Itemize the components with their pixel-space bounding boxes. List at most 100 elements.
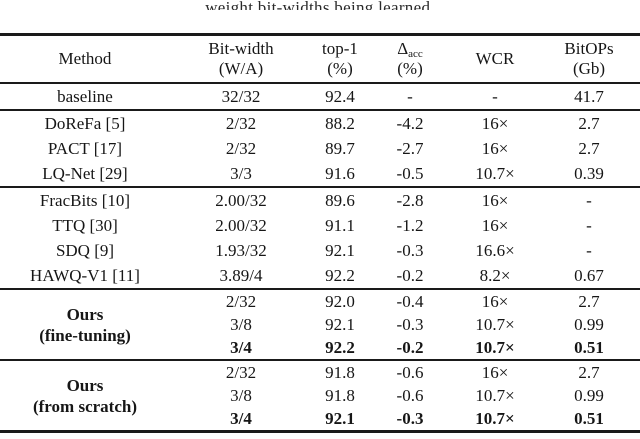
cell-wcr: 16× xyxy=(481,190,509,210)
cell-wcr: 10.7× xyxy=(475,385,515,405)
cell-method-group-finetuning: Ours (fine-tuning) xyxy=(0,289,170,360)
caption-fragment: weight bit-widths being learned. xyxy=(0,0,640,10)
cell-delta-acc: -0.3 xyxy=(396,240,424,260)
cell-top1: 91.6 xyxy=(325,163,355,183)
cell-top1: 92.1 xyxy=(325,408,355,428)
table-row-dorefa: DoReFa [5] 2/32 88.2 -4.2 16× 2.7 xyxy=(0,110,640,136)
table-row-baseline: baseline 32/32 92.4 - - 41.7 xyxy=(0,83,640,110)
caption-text: weight bit-widths being learned. xyxy=(205,0,435,10)
cell-wcr: 16× xyxy=(481,215,509,235)
cell-bitwidth: 2/32 xyxy=(225,362,257,382)
table-row-ours-fs-3: 3/4 92.1 -0.3 10.7× 0.51 xyxy=(0,407,640,432)
table-row-ours-ft-1: Ours (fine-tuning) 2/32 92.0 -0.4 16× 2.… xyxy=(0,289,640,345)
cell-wcr: 16.6× xyxy=(475,240,515,260)
cell-method: SDQ [9] xyxy=(55,240,115,260)
cell-delta-acc: -4.2 xyxy=(396,113,424,133)
cell-bitwidth: 2.00/32 xyxy=(215,190,267,210)
header-delta-acc: Δacc (%) xyxy=(368,35,452,84)
header-wcr: WCR xyxy=(475,49,515,69)
table-row-fracbits: FracBits [10] 2.00/32 89.6 -2.8 16× - xyxy=(0,187,640,213)
cell-top1: 91.8 xyxy=(325,362,355,382)
header-delta-line2: (%) xyxy=(397,59,423,78)
table-row-lqnet: LQ-Net [29] 3/3 91.6 -0.5 10.7× 0.39 xyxy=(0,161,640,187)
cell-top1: 88.2 xyxy=(325,113,355,133)
cell-bitwidth: 3/8 xyxy=(230,314,252,334)
cell-bitops: 2.7 xyxy=(578,138,600,158)
cell-bitops: 0.67 xyxy=(574,265,604,285)
cell-top1: 89.6 xyxy=(325,190,355,210)
cell-method: HAWQ-V1 [11] xyxy=(30,265,140,285)
table-row-ours-ft-2: 3/8 92.1 -0.3 10.7× 0.99 xyxy=(0,313,640,336)
cell-bitops: 0.99 xyxy=(574,385,604,405)
cell-bitops: 0.51 xyxy=(574,408,604,428)
cell-delta-acc: - xyxy=(407,86,413,106)
group-label-line2: (fine-tuning) xyxy=(39,325,131,345)
cell-delta-acc: -1.2 xyxy=(396,215,424,235)
group-label-line2: (from scratch) xyxy=(32,396,137,416)
cell-method: baseline xyxy=(57,86,113,106)
group-label-line1: Ours xyxy=(66,375,104,395)
cell-bitops: 2.7 xyxy=(578,113,600,133)
cell-top1: 92.0 xyxy=(325,291,355,311)
header-bitops-line1: BitOPs xyxy=(564,39,614,58)
cell-bitwidth: 2/32 xyxy=(225,291,257,311)
cell-bitwidth: 3/4 xyxy=(230,337,252,357)
cell-wcr: 16× xyxy=(481,138,509,158)
table-row-ours-ft-3: 3/4 92.2 -0.2 10.7× 0.51 xyxy=(0,336,640,360)
header-bitwidth: Bit-width (W/A) xyxy=(170,35,312,84)
cell-bitops: 2.7 xyxy=(578,362,600,382)
header-bitops-line2: (Gb) xyxy=(572,59,606,78)
cell-bitwidth: 2/32 xyxy=(225,113,257,133)
delta-subscript: acc xyxy=(408,48,423,60)
table-row-ours-fs-2: 3/8 91.8 -0.6 10.7× 0.99 xyxy=(0,384,640,407)
cell-method: FracBits [10] xyxy=(39,190,131,210)
cell-delta-acc: -0.4 xyxy=(396,291,424,311)
cell-bitwidth: 3/3 xyxy=(230,163,252,183)
cell-bitwidth: 1.93/32 xyxy=(215,240,267,260)
cell-bitwidth: 2/32 xyxy=(225,138,257,158)
cell-method: TTQ [30] xyxy=(52,215,118,235)
cell-top1: 91.8 xyxy=(325,385,355,405)
cell-wcr: 10.7× xyxy=(475,337,515,357)
cell-top1: 89.7 xyxy=(325,138,355,158)
cell-method: LQ-Net [29] xyxy=(42,163,128,183)
header-top1: top-1 (%) xyxy=(312,35,368,84)
cell-wcr: 8.2× xyxy=(479,265,511,285)
cell-method: PACT [17] xyxy=(47,138,123,158)
cell-wcr: 10.7× xyxy=(475,408,515,428)
cell-delta-acc: -0.2 xyxy=(396,265,424,285)
cell-bitops: 0.51 xyxy=(574,337,604,357)
table-row-hawq: HAWQ-V1 [11] 3.89/4 92.2 -0.2 8.2× 0.67 xyxy=(0,263,640,289)
cell-bitwidth: 2.00/32 xyxy=(215,215,267,235)
cell-wcr: 16× xyxy=(481,362,509,382)
results-table: Method Bit-width (W/A) top-1 (%) Δacc (%… xyxy=(0,33,640,433)
cell-wcr: - xyxy=(492,86,498,106)
cell-method: DoReFa [5] xyxy=(44,113,126,133)
cell-bitops: - xyxy=(586,190,592,210)
cell-bitops: - xyxy=(586,240,592,260)
cell-delta-acc: -0.6 xyxy=(396,385,424,405)
cell-top1: 92.1 xyxy=(325,240,355,260)
cell-bitops: - xyxy=(586,215,592,235)
cell-bitwidth: 32/32 xyxy=(221,86,261,106)
cell-delta-acc: -2.7 xyxy=(396,138,424,158)
cell-delta-acc: -0.6 xyxy=(396,362,424,382)
cell-method-group-scratch: Ours (from scratch) xyxy=(0,360,170,432)
table-row-pact: PACT [17] 2/32 89.7 -2.7 16× 2.7 xyxy=(0,136,640,161)
cell-top1: 92.1 xyxy=(325,314,355,334)
header-top1-line1: top-1 xyxy=(322,39,358,58)
cell-bitops: 0.99 xyxy=(574,314,604,334)
cell-wcr: 10.7× xyxy=(475,163,515,183)
cell-wcr: 10.7× xyxy=(475,314,515,334)
cell-bitops: 41.7 xyxy=(574,86,604,106)
cell-delta-acc: -0.3 xyxy=(396,314,424,334)
header-top1-line2: (%) xyxy=(327,59,353,78)
cell-top1: 92.2 xyxy=(325,265,355,285)
header-delta-line1: Δacc xyxy=(368,39,452,60)
header-bitwidth-line1: Bit-width xyxy=(208,39,274,58)
header-method: Method xyxy=(58,49,112,69)
group-label-line1: Ours xyxy=(66,304,104,324)
cell-delta-acc: -2.8 xyxy=(396,190,424,210)
table-row-ours-fs-1: Ours (from scratch) 2/32 91.8 -0.6 16× 2… xyxy=(0,360,640,416)
table-row-ttq: TTQ [30] 2.00/32 91.1 -1.2 16× - xyxy=(0,213,640,238)
